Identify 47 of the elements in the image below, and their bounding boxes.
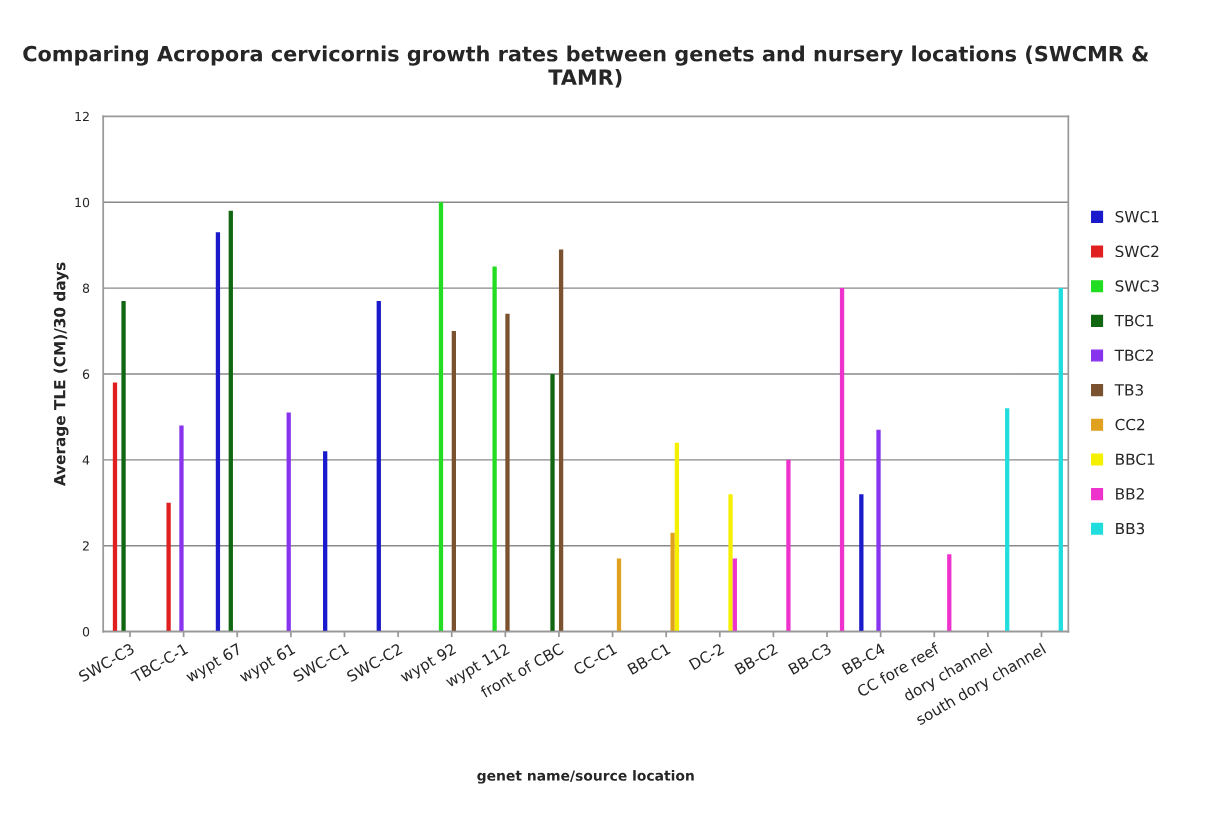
x-axis-title: genet name/source location <box>477 770 694 784</box>
bar <box>112 382 118 632</box>
bar <box>670 532 675 632</box>
bar <box>376 300 381 632</box>
bar <box>228 210 233 632</box>
bar <box>728 494 733 632</box>
bar <box>215 232 221 632</box>
bar <box>121 300 126 632</box>
bar <box>1005 408 1010 632</box>
bar <box>1058 288 1063 632</box>
y-tick-label: 0 <box>82 627 90 637</box>
bar <box>558 249 564 632</box>
bar <box>323 451 328 632</box>
y-axis-title: Average TLE (CM)/30 days <box>53 262 69 487</box>
y-tick-label: 10 <box>75 197 90 208</box>
legend-label: SWC1 <box>1115 210 1159 223</box>
bar <box>786 459 791 632</box>
bar <box>438 202 444 632</box>
bar <box>492 266 497 632</box>
bar <box>550 373 555 632</box>
bar <box>732 558 737 632</box>
y-tick-label: 4 <box>82 455 90 465</box>
bar <box>451 331 456 632</box>
legend-label: BB2 <box>1116 488 1144 500</box>
y-tick-label: 12 <box>75 111 89 122</box>
y-tick-label: 6 <box>82 369 90 379</box>
bar <box>876 429 881 632</box>
legend-label: SWC2 <box>1115 245 1159 258</box>
bar <box>179 425 184 632</box>
legend-label: CC2 <box>1115 418 1145 431</box>
bar <box>505 313 510 632</box>
bar <box>166 502 171 632</box>
legend-label: BBC1 <box>1116 453 1155 465</box>
chart-title: Comparing Acropora cervicornis growth rates between genets and nursery locations (SWCMR & TAMR) <box>23 45 1149 88</box>
legend-label: SWC3 <box>1115 280 1159 292</box>
legend-label: TB3 <box>1114 384 1143 396</box>
bar <box>286 412 291 632</box>
legend-label: BB3 <box>1116 522 1145 535</box>
bar <box>839 288 845 632</box>
y-tick-label: 2 <box>82 541 89 551</box>
bar <box>616 558 622 632</box>
bar <box>947 554 952 632</box>
legend-label: TBC1 <box>1114 314 1154 327</box>
bar <box>674 442 680 632</box>
legend-label: TBC2 <box>1114 349 1154 362</box>
y-tick-label: 8 <box>82 283 90 294</box>
bar <box>859 494 864 632</box>
